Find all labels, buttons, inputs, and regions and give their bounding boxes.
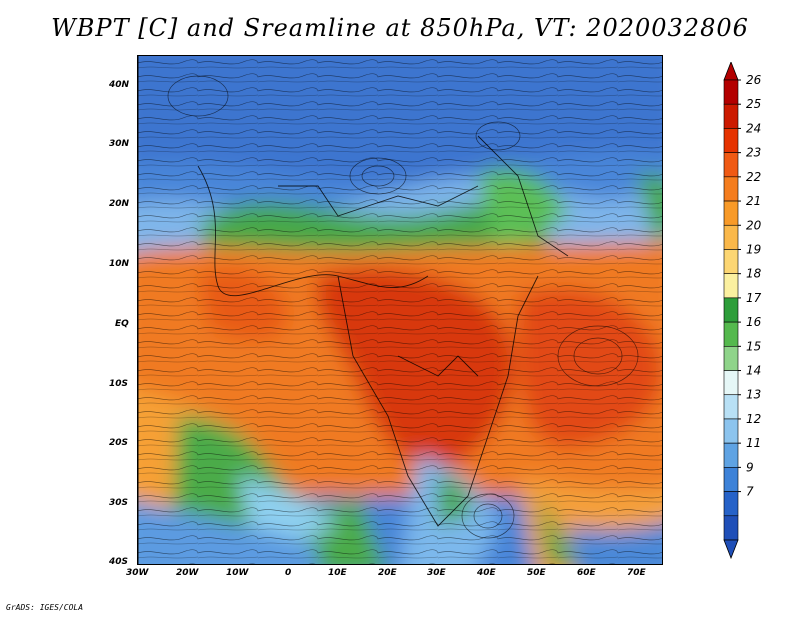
colorbar-swatch: [723, 79, 739, 105]
colorbar-swatch: [723, 152, 739, 178]
colorbar-label: 13: [746, 388, 761, 402]
colorbar-label: 9: [746, 460, 754, 474]
colorbar-label: 21: [746, 194, 761, 208]
lon-label: 40E: [477, 568, 496, 578]
streamlines: [138, 56, 662, 564]
lon-label: 30W: [126, 568, 149, 578]
colorbar-swatch: [723, 394, 739, 420]
colorbar-label: 19: [746, 242, 761, 256]
colorbar-label: 22: [746, 170, 761, 184]
map-field: [138, 56, 662, 564]
colorbar-label: 24: [746, 121, 761, 135]
lat-label: 40S: [109, 557, 129, 567]
colorbar-swatch: [723, 370, 739, 396]
lon-label: 20E: [378, 568, 397, 578]
lon-label: 60E: [577, 568, 596, 578]
colorbar-swatch: [723, 224, 739, 250]
colorbar-swatch: [723, 346, 739, 371]
colorbar-top-arrow: [723, 60, 739, 81]
chart-title: WBPT [C] and Sreamline at 850hPa, VT: 20…: [51, 14, 749, 42]
lat-label: 20N: [109, 199, 130, 209]
lat-label: EQ: [115, 319, 129, 329]
lon-label: 10E: [328, 568, 347, 578]
colorbar-swatch: [723, 321, 739, 347]
country-borders: [197, 135, 569, 527]
colorbar-bottom-arrow: [723, 539, 739, 560]
colorbar-svg: 26 25 24 23 22 21 20 19 18 17 16 15 14 13 12 11 9 7: [723, 60, 762, 560]
colorbar-label: 25: [746, 97, 761, 111]
weather-map: [137, 55, 663, 565]
colorbar-label: 12: [746, 412, 761, 426]
lat-label: 40N: [109, 80, 130, 90]
colorbar-swatch: [723, 273, 739, 299]
colorbar-swatch: [723, 297, 739, 323]
colorbar-swatch: [723, 491, 739, 517]
lon-label: 70E: [627, 568, 646, 578]
lat-label: 10N: [109, 259, 130, 269]
colorbar-label: 7: [746, 485, 754, 499]
lon-label: 0: [285, 568, 292, 578]
colorbar-label: 14: [746, 364, 761, 378]
lon-label: 30E: [427, 568, 446, 578]
lon-label: 20W: [176, 568, 199, 578]
lat-label: 20S: [109, 438, 129, 448]
colorbar-label: 15: [746, 339, 761, 353]
lon-label: 10W: [226, 568, 249, 578]
streamline-vortices: [167, 75, 639, 539]
colorbar-label: 20: [746, 218, 762, 232]
colorbar-swatch: [723, 418, 739, 444]
lon-label: 50E: [527, 568, 546, 578]
colorbar-label: 11: [746, 436, 761, 450]
colorbar: 26 25 24 23 22 21 20 19 18 17 16 15 14 13 12 11 9 7: [710, 60, 800, 562]
lat-label: 30N: [109, 139, 130, 149]
colorbar-label: 16: [746, 315, 762, 329]
colorbar-swatch: [723, 249, 739, 274]
credit-text: GrADS: IGES/COLA: [6, 603, 84, 612]
lat-label: 30S: [109, 498, 129, 508]
colorbar-swatch: [723, 515, 739, 541]
colorbar-swatch: [723, 442, 739, 468]
colorbar-swatch: [723, 103, 739, 129]
colorbar-label: 18: [746, 267, 762, 281]
colorbar-swatch: [723, 200, 739, 226]
colorbar-label: 23: [746, 146, 761, 160]
colorbar-label: 26: [746, 73, 762, 87]
colorbar-swatch: [723, 128, 739, 153]
colorbar-label: 17: [746, 291, 762, 305]
lat-label: 10S: [109, 379, 129, 389]
colorbar-swatch: [723, 176, 739, 202]
colorbar-swatch: [723, 467, 739, 492]
